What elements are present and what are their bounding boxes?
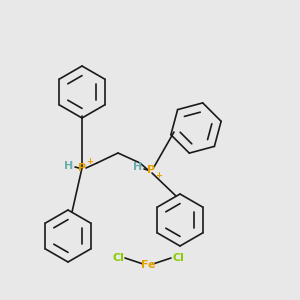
Text: Cl: Cl — [172, 253, 184, 263]
Text: P: P — [78, 163, 86, 173]
Text: +: + — [155, 172, 163, 181]
Text: H: H — [64, 161, 74, 171]
Text: P: P — [147, 165, 155, 175]
Text: Cl: Cl — [112, 253, 124, 263]
Text: Fe: Fe — [141, 260, 155, 270]
Text: H: H — [134, 162, 142, 172]
Text: +: + — [86, 157, 94, 166]
